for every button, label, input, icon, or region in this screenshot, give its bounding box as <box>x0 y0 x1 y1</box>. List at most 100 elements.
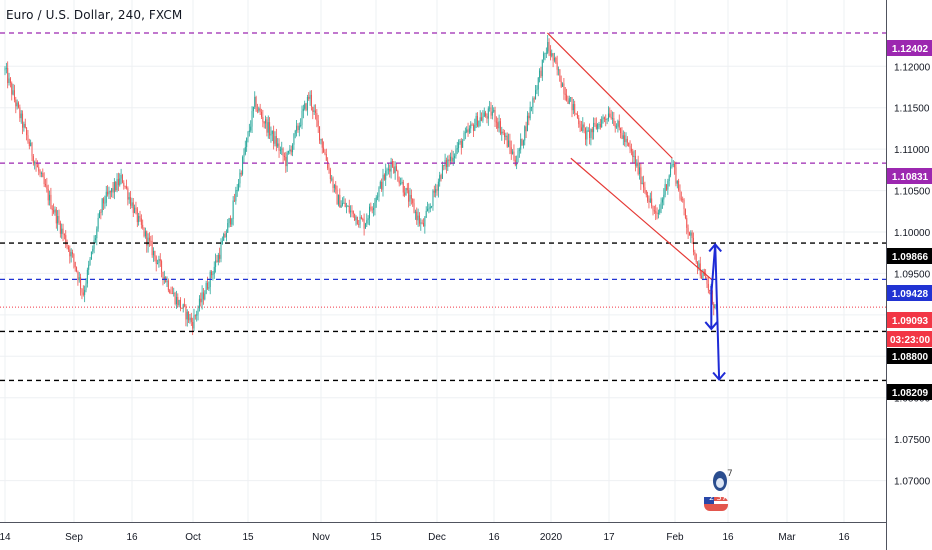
candle-body <box>544 53 546 54</box>
candle-body <box>622 135 624 139</box>
candle-body <box>543 53 545 60</box>
candle-body <box>352 210 354 214</box>
candle-body <box>458 142 460 149</box>
candle-body <box>85 283 87 290</box>
candle-body <box>177 296 179 306</box>
arrow-head-2[interactable] <box>704 321 719 331</box>
candle-body <box>509 140 511 148</box>
arrow-head-1[interactable] <box>712 371 726 382</box>
candle-body <box>474 125 476 131</box>
candle-body <box>517 150 519 163</box>
candle-body <box>531 107 532 108</box>
candle-body <box>356 216 358 225</box>
candle-body <box>325 153 327 161</box>
candle-body <box>296 125 298 131</box>
price-tag-bg <box>887 312 932 328</box>
candle-body <box>207 282 208 289</box>
candle-body <box>358 224 360 226</box>
candle-body <box>58 215 60 223</box>
price-tag-bg <box>887 40 932 56</box>
candle-body <box>275 136 277 147</box>
candle-body <box>663 194 665 200</box>
candle-body <box>161 261 163 272</box>
candle-body <box>452 157 454 162</box>
horizontal-levels[interactable] <box>0 32 886 382</box>
candle-body <box>377 196 379 198</box>
candle-body <box>391 161 393 167</box>
candle-body <box>664 184 666 195</box>
candle-body <box>653 210 655 212</box>
projection-arrows[interactable] <box>704 242 726 382</box>
candle-body <box>115 181 117 191</box>
candle-body <box>229 218 231 225</box>
candle-body <box>157 263 159 264</box>
candle-body <box>103 198 105 204</box>
candle-body <box>672 164 674 165</box>
candle-body <box>416 211 418 221</box>
candle-body <box>288 151 289 153</box>
candle-body <box>343 202 345 204</box>
grid-lines <box>0 0 886 522</box>
candle-body <box>59 222 61 234</box>
candle-body <box>464 132 466 134</box>
candle-body <box>493 110 495 112</box>
channel-upper-line[interactable] <box>546 32 673 159</box>
candle-body <box>404 192 406 196</box>
candle-body <box>443 165 445 167</box>
candle-body <box>24 123 26 128</box>
candle-body <box>706 278 708 284</box>
emoji-reaction-icon[interactable]: 7 2 37 <box>700 468 733 528</box>
candle-body <box>174 292 176 305</box>
candle-body <box>198 298 200 309</box>
candle-body <box>401 181 403 184</box>
candle-body <box>290 149 292 153</box>
candle-body <box>508 140 510 147</box>
candle-body <box>633 155 635 157</box>
candle-body <box>73 254 75 262</box>
candle-body <box>572 104 574 111</box>
candle-body <box>524 126 526 141</box>
price-tag-label: 1.08800 <box>892 352 929 363</box>
candle-body <box>238 183 240 190</box>
candle-body <box>100 212 102 213</box>
x-tick-label: Mar <box>778 532 796 543</box>
candle-body <box>215 260 217 267</box>
candle-body <box>154 250 156 257</box>
candle-body <box>607 113 609 119</box>
candle-body <box>483 112 485 117</box>
candle-body <box>711 290 713 304</box>
arrow-shaft-1[interactable] <box>714 244 721 380</box>
candle-body <box>235 190 237 202</box>
candle-body <box>321 139 323 148</box>
candle-body <box>107 191 109 195</box>
candle-body <box>69 249 71 257</box>
candle-body <box>38 167 40 172</box>
trend-channel[interactable] <box>546 32 712 280</box>
candle-body <box>28 141 30 147</box>
candle-body <box>374 202 376 209</box>
candle-body <box>683 199 685 210</box>
candle-body <box>96 228 98 239</box>
candle-body <box>498 121 500 129</box>
candle-body <box>518 149 520 151</box>
candle-body <box>499 121 501 134</box>
candle-body <box>11 83 13 95</box>
candle-body <box>636 162 638 166</box>
candle-body <box>423 222 424 227</box>
candle-body <box>144 231 146 237</box>
candle-body <box>637 162 639 175</box>
candle-body <box>591 129 593 133</box>
candle-body <box>610 116 612 119</box>
candle-body <box>605 119 607 120</box>
candle-body <box>46 185 48 189</box>
price-tag-bg <box>887 248 932 264</box>
candle-body <box>131 202 133 206</box>
candle-body <box>319 126 321 141</box>
candle-body <box>410 194 412 199</box>
candle-body <box>437 181 439 191</box>
candle-body <box>693 237 694 253</box>
channel-lower-line[interactable] <box>570 157 712 280</box>
candle-body <box>644 187 646 191</box>
x-tick-label: 17 <box>603 532 615 543</box>
